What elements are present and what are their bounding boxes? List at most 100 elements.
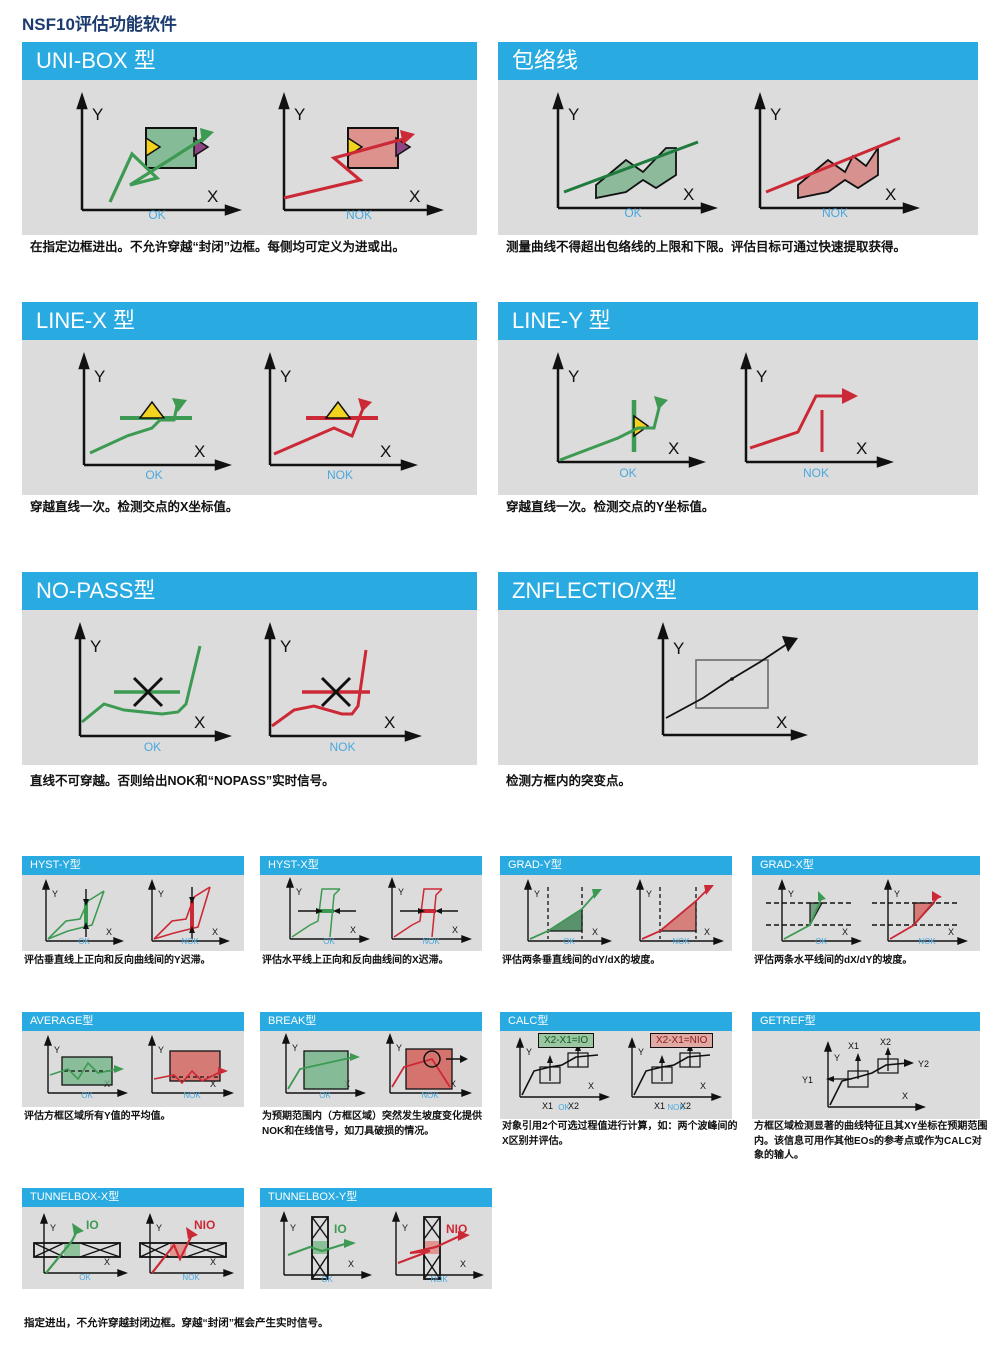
panel-caption: 评估两条水平线间的dX/dY的坡度。: [754, 955, 913, 966]
grad-x-diagram: Y X Y X: [766, 879, 968, 946]
svg-text:X: X: [194, 713, 205, 732]
panel-caption: 直线不可穿越。否则给出NOK和“NOPASS”实时信号。: [30, 774, 335, 788]
panel-title: AVERAGE型: [22, 1012, 244, 1032]
panel-caption: 为预期范围内（方框区域）突然发生坡度变化提供NOK和在线信号，如刀具破损的情况。: [262, 1111, 482, 1137]
panel-diagram: Y X Y X IO N: [22, 1207, 244, 1290]
panel-grad-x: GRAD-X型 Y X Y X: [752, 856, 980, 966]
panel-title: HYST-Y型: [22, 856, 244, 876]
svg-text:Y: Y: [788, 889, 794, 899]
average-diagram: Y X Y X: [43, 1035, 234, 1098]
svg-text:Y: Y: [894, 889, 900, 899]
panel-line-x: LINE-X 型 Y X Y X: [22, 302, 477, 514]
panel-caption: 评估两条垂直线间的dY/dX的坡度。: [502, 955, 661, 966]
status-ok: OK: [558, 1103, 570, 1113]
svg-text:X: X: [194, 442, 205, 461]
svg-text:Y1: Y1: [802, 1075, 813, 1085]
svg-text:Y: Y: [158, 1045, 164, 1055]
status-ok: OK: [815, 937, 827, 947]
status-nok: NOK: [326, 468, 353, 483]
panel-tunnelbox-y: TUNNELBOX-Y型 Y X Y X: [260, 1188, 492, 1290]
svg-text:X: X: [776, 713, 787, 732]
panel-no-pass: NO-PASS型 Y X Y X: [22, 572, 477, 788]
svg-text:Y: Y: [638, 1047, 644, 1057]
svg-text:X2: X2: [680, 1101, 691, 1111]
hyst-x-diagram: Y X Y X: [285, 877, 472, 944]
panel-title: 包络线: [498, 42, 978, 81]
svg-text:X: X: [380, 442, 391, 461]
panel-title: CALC型: [500, 1012, 732, 1032]
panel-title: TUNNELBOX-X型: [22, 1188, 244, 1208]
status-nok: NOK: [667, 1103, 685, 1113]
svg-text:X2: X2: [880, 1037, 891, 1047]
hyst-y-diagram: Y X Y X: [41, 879, 230, 946]
status-ok: OK: [148, 208, 166, 223]
panel-diagram: Y X Y X OK NOK: [500, 875, 732, 952]
panel-diagram: Y X Y X IO N: [260, 1207, 492, 1290]
panel-caption: 方框区域检测显著的曲线特征且其XY坐标在预期范围内。该信息可用作其他EOs的参考…: [754, 1121, 988, 1161]
svg-text:X: X: [212, 927, 218, 937]
svg-text:Y: Y: [158, 889, 164, 899]
panel-diagram: Y X Y X OK NOK: [22, 1031, 244, 1108]
calc-ok-formula: X2-X1=IO: [538, 1033, 595, 1049]
panel-diagram: Y X Y X OK NOK: [22, 80, 477, 236]
panel-diagram: Y X Y X X1 X2 X1: [500, 1031, 732, 1120]
svg-text:Y: Y: [398, 887, 404, 897]
panel-average: AVERAGE型 Y X Y X: [22, 1012, 244, 1122]
svg-text:X: X: [210, 1079, 216, 1089]
status-nok: NOK: [821, 206, 848, 221]
svg-text:Y: Y: [292, 1043, 298, 1053]
status-ok: OK: [79, 1273, 91, 1283]
svg-text:NIO: NIO: [446, 1222, 467, 1236]
status-nok: NOK: [345, 208, 372, 223]
calc-nok-formula: X2-X1=NIO: [650, 1033, 714, 1049]
status-ok: OK: [624, 206, 642, 221]
svg-text:Y: Y: [834, 1053, 840, 1063]
panel-hyst-x: HYST-X型 Y X Y X: [260, 856, 482, 966]
envelope-diagram: Y X Y X: [552, 92, 920, 215]
panel-znflectio: ZNFLECTIO/X型 Y X 检测方框内的突变点。: [498, 572, 978, 788]
panel-caption: 评估垂直线上正向和反向曲线间的Y迟滞。: [24, 955, 211, 966]
svg-text:X: X: [842, 927, 848, 937]
svg-text:Y: Y: [294, 105, 305, 124]
svg-text:Y: Y: [568, 367, 579, 386]
svg-text:X: X: [210, 1257, 216, 1267]
svg-text:Y: Y: [526, 1047, 532, 1057]
panel-diagram: Y X Y X OK NOK: [752, 875, 980, 952]
panel-break: BREAK型 Y X Y X: [260, 1012, 482, 1137]
status-nok: NOK: [802, 466, 829, 481]
svg-text:X: X: [450, 1079, 456, 1089]
svg-text:Y: Y: [94, 367, 105, 386]
svg-text:X: X: [384, 713, 395, 732]
svg-text:NIO: NIO: [194, 1218, 215, 1232]
panel-calc: CALC型 Y X Y X: [500, 1012, 738, 1147]
page-title: NSF10评估功能软件: [22, 15, 177, 34]
svg-text:Y: Y: [92, 105, 103, 124]
panel-grad-y: GRAD-Y型 Y X Y X: [500, 856, 732, 966]
svg-text:X1: X1: [654, 1101, 665, 1111]
svg-text:Y: Y: [290, 1223, 296, 1233]
panel-line-y: LINE-Y 型 Y X Y X: [498, 302, 978, 514]
svg-text:X: X: [592, 927, 598, 937]
svg-text:Y: Y: [673, 639, 684, 658]
panel-title: ZNFLECTIO/X型: [498, 572, 978, 611]
panel-title: BREAK型: [260, 1012, 482, 1032]
grad-y-diagram: Y X Y X: [523, 879, 724, 946]
panel-diagram: Y X Y X OK NOK: [260, 875, 482, 952]
break-diagram: Y X Y X: [281, 1033, 472, 1098]
svg-text:X: X: [409, 187, 420, 206]
svg-text:X1: X1: [542, 1101, 553, 1111]
svg-text:X: X: [683, 185, 694, 204]
panel-uni-box: UNI-BOX 型 Y X Y: [22, 42, 477, 254]
line-y-diagram: Y X Y X: [552, 352, 894, 469]
status-ok: OK: [323, 937, 335, 947]
panel-caption: 评估水平线上正向和反向曲线间的X迟滞。: [262, 955, 449, 966]
svg-text:X: X: [460, 1259, 466, 1269]
svg-text:X: X: [207, 187, 218, 206]
panel-caption: 穿越直线一次。检测交点的Y坐标值。: [506, 500, 715, 514]
svg-text:Y: Y: [402, 1223, 408, 1233]
status-nok: NOK: [422, 937, 440, 947]
svg-text:IO: IO: [86, 1218, 99, 1232]
svg-text:Y2: Y2: [918, 1059, 929, 1069]
svg-text:Y: Y: [568, 105, 579, 124]
